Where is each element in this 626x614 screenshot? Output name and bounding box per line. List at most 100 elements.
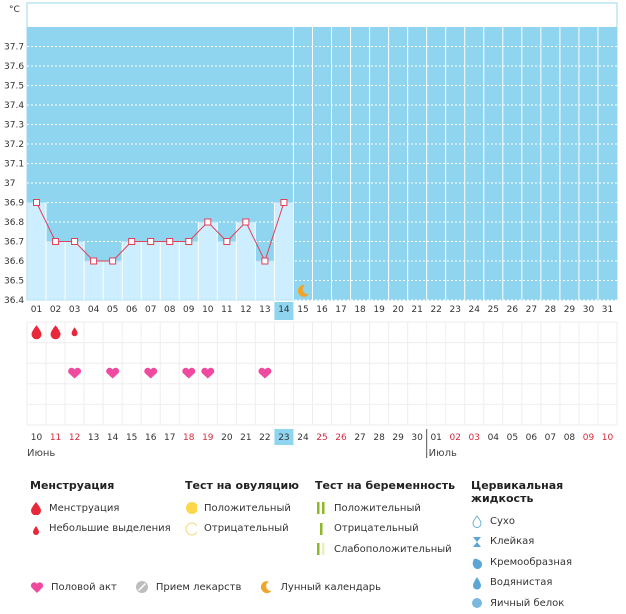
legend-menstruation: Менструация Менструация Небольшие выделе… xyxy=(30,479,171,539)
date-label: 28 xyxy=(373,433,385,443)
legend-bottom: Половой акт Прием лекарств Лунный календ… xyxy=(30,580,399,594)
temperature-bar xyxy=(178,241,199,301)
date-label: 09 xyxy=(583,433,595,443)
double-bar-icon xyxy=(315,501,327,515)
day-label: 14 xyxy=(278,305,290,315)
date-label: 25 xyxy=(316,433,327,443)
day-label: 15 xyxy=(297,305,308,315)
day-label: 24 xyxy=(469,305,481,315)
y-tick-label: 37.2 xyxy=(4,140,24,150)
bbt-chart: °C 37.7 37.6 37.5 37.4 37.3 37.2 37.1 37 36.9 36.… xyxy=(4,2,618,459)
legend-item: Небольшие выделения xyxy=(30,519,171,540)
y-tick-label: 36.5 xyxy=(4,277,24,287)
legend-menstruation-title: Менструация xyxy=(30,479,115,492)
temperature-point xyxy=(109,257,117,265)
day-label: 20 xyxy=(392,305,404,315)
date-label: 24 xyxy=(297,433,309,443)
day-label: 10 xyxy=(202,305,214,315)
legend-label: Положительный xyxy=(334,502,421,514)
date-label: 05 xyxy=(507,433,518,443)
day-label: 25 xyxy=(488,305,499,315)
y-tick-label: 36.6 xyxy=(4,257,24,267)
temperature-bar xyxy=(274,202,294,301)
legend-item: Менструация xyxy=(30,498,171,519)
date-label: 04 xyxy=(488,433,500,443)
temperature-bar xyxy=(64,241,85,301)
legend-label: Отрицательный xyxy=(204,523,289,535)
temperature-point xyxy=(71,238,79,245)
legend-item: Положительный xyxy=(185,498,299,519)
y-tick-label: 37.7 xyxy=(4,43,24,53)
date-label: 14 xyxy=(107,433,119,443)
legend-item: Клейкая xyxy=(471,532,626,553)
date-label: 10 xyxy=(602,433,614,443)
legend-pregnancy-title: Тест на беременность xyxy=(315,479,456,492)
date-label: 10 xyxy=(31,433,43,443)
legend-label: Небольшие выделения xyxy=(49,523,171,535)
date-label: 20 xyxy=(221,433,233,443)
pill-icon xyxy=(135,580,149,594)
y-tick-label: 36.7 xyxy=(4,238,24,248)
date-label: 21 xyxy=(240,433,251,443)
small-drop-icon xyxy=(30,522,42,536)
day-label: 12 xyxy=(240,305,251,315)
date-label: 26 xyxy=(335,433,347,443)
heart-icon xyxy=(144,367,158,379)
day-label: 21 xyxy=(411,305,422,315)
day-label: 03 xyxy=(69,305,80,315)
empty-circle-icon xyxy=(185,522,197,536)
drop-outline-icon xyxy=(471,514,483,529)
small-drop-icon xyxy=(71,327,78,337)
moon-icon xyxy=(259,580,273,594)
day-label: 01 xyxy=(31,305,42,315)
legend-item: Сухо xyxy=(471,511,626,532)
temperature-point xyxy=(147,238,155,245)
day-label: 07 xyxy=(145,305,156,315)
temperature-bar xyxy=(83,260,104,301)
heart-icon xyxy=(106,367,120,379)
date-label: 15 xyxy=(126,433,137,443)
legend-label: Яичный белок xyxy=(490,597,565,609)
date-label: 13 xyxy=(88,433,99,443)
day-label: 06 xyxy=(126,305,138,315)
heart-icon xyxy=(258,367,272,379)
legend-pregnancy: Тест на беременность Положительный Отриц… xyxy=(315,479,455,560)
temperature-bar xyxy=(236,221,256,301)
day-label: 11 xyxy=(221,305,232,315)
date-label: 12 xyxy=(69,433,80,443)
day-label: 19 xyxy=(373,305,385,315)
day-label: 30 xyxy=(583,305,595,315)
drop-icon xyxy=(31,325,42,340)
day-label: 31 xyxy=(602,305,613,315)
y-tick-label: 37.5 xyxy=(4,82,24,92)
date-label: 18 xyxy=(183,433,195,443)
day-label: 08 xyxy=(164,305,176,315)
month-label: Июнь xyxy=(27,448,55,459)
hourglass-icon xyxy=(471,535,483,549)
legend-item: Положительный xyxy=(315,498,455,519)
legend-label: Половой акт xyxy=(51,581,117,593)
date-label: 27 xyxy=(354,433,365,443)
temperature-point xyxy=(166,238,174,245)
legend-label: Положительный xyxy=(204,502,291,514)
heart-icon xyxy=(201,367,215,379)
legend-label: Сухо xyxy=(490,515,515,527)
day-label: 29 xyxy=(564,305,576,315)
y-tick-label: 37.6 xyxy=(4,62,24,72)
legend-cervical: Цервикальная жидкость Сухо Клейкая Кремо… xyxy=(471,479,626,614)
date-label: 23 xyxy=(278,433,289,443)
y-tick-label: 37.3 xyxy=(4,121,24,131)
temperature-point xyxy=(204,218,212,226)
heart-icon xyxy=(182,367,196,379)
legend-label: Лунный календарь xyxy=(280,581,381,593)
legend-label: Прием лекарств xyxy=(155,581,242,593)
current-date-highlight xyxy=(274,429,294,445)
y-tick-label: 37.4 xyxy=(4,101,24,111)
legend-cervical-title: Цервикальная жидкость xyxy=(471,479,564,505)
legend-label: Клейкая xyxy=(490,536,535,548)
drop-icon xyxy=(50,325,61,340)
legend-label: Водянистая xyxy=(490,577,553,589)
temperature-point xyxy=(90,257,98,265)
day-label: 04 xyxy=(88,305,100,315)
legend-item: Половой акт xyxy=(30,580,117,594)
